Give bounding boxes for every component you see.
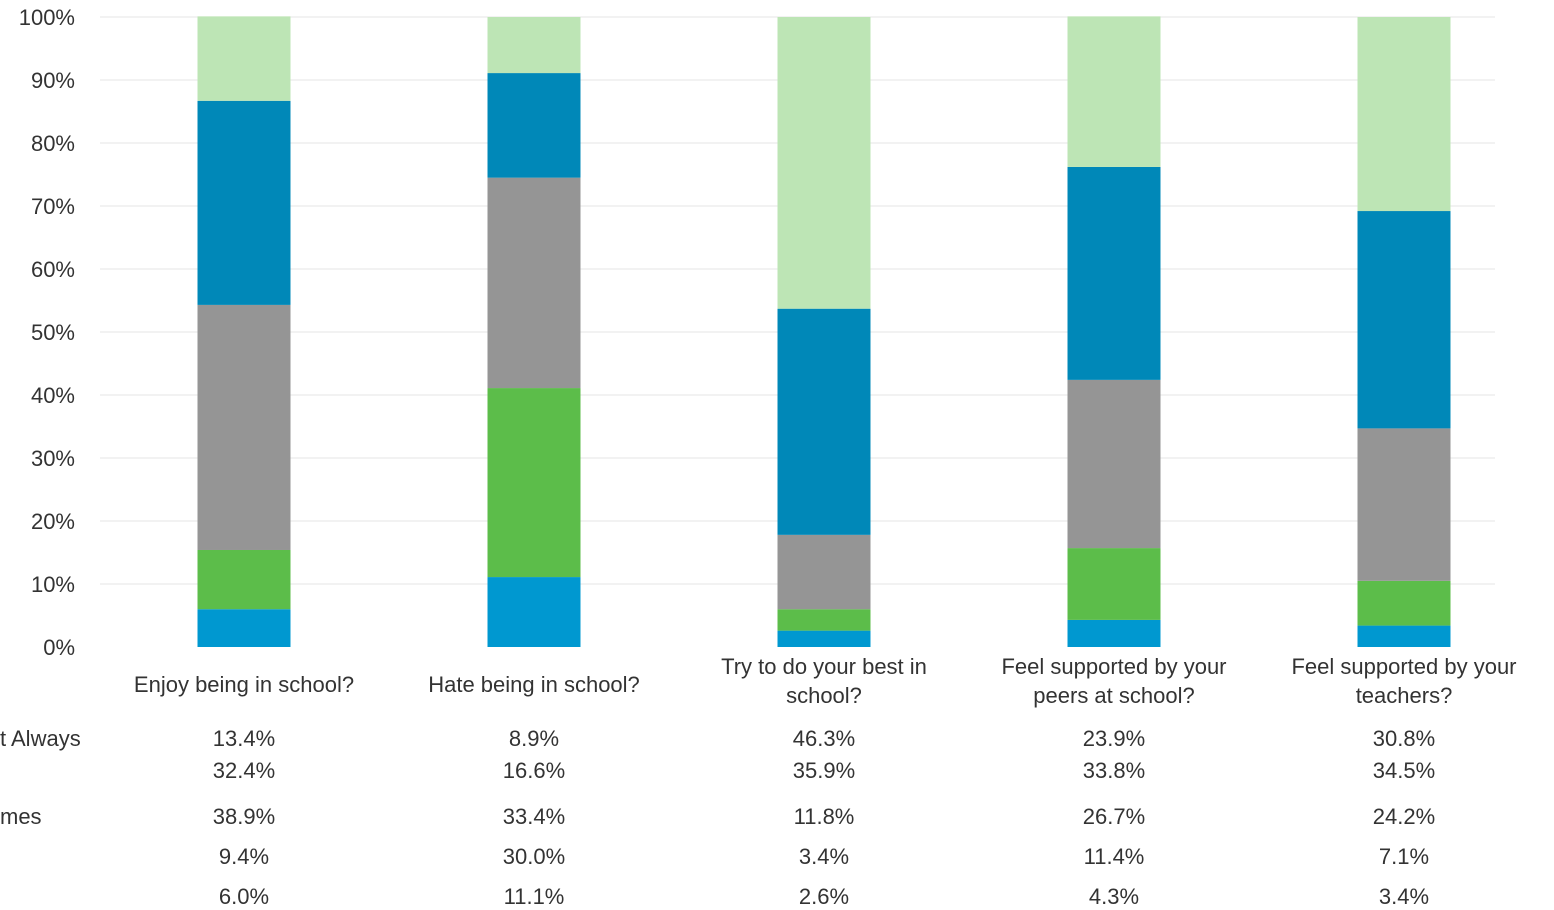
y-tick-label: 40% <box>31 383 75 408</box>
data-label: 11.4% <box>1084 844 1145 869</box>
bar-segment <box>1357 580 1451 626</box>
bar-segment <box>1067 548 1161 620</box>
category-label: school? <box>786 683 862 708</box>
data-label: 9.4% <box>219 844 269 869</box>
y-tick-label: 50% <box>31 320 75 345</box>
bar-segment <box>487 17 581 74</box>
data-label: 3.4% <box>799 844 849 869</box>
data-label: 38.9% <box>213 804 275 829</box>
bar-segment <box>777 308 871 535</box>
bar-segment <box>487 577 581 647</box>
y-axis-ticks: 0% 10% 20% 30% 40% 50% 60% 70% 80% 90% 100% <box>19 5 75 660</box>
bars <box>197 16 1451 647</box>
bar-segment <box>1357 625 1451 647</box>
data-label: 33.8% <box>1083 758 1145 783</box>
data-label: 2.6% <box>799 884 849 909</box>
data-label: 30.0% <box>503 844 565 869</box>
y-tick-label: 90% <box>31 68 75 93</box>
data-label: 6.0% <box>219 884 269 909</box>
bar-segment <box>777 17 871 309</box>
bar-segment <box>1067 16 1161 167</box>
data-label: 35.9% <box>793 758 855 783</box>
bar-segment <box>487 177 581 389</box>
category-label: Feel supported by your <box>1291 654 1516 679</box>
bar-segment <box>1357 211 1451 429</box>
data-label: 16.6% <box>503 758 565 783</box>
data-label: 4.3% <box>1089 884 1139 909</box>
category-label: Try to do your best in <box>721 654 927 679</box>
bar-segment <box>197 100 291 305</box>
data-label: 24.2% <box>1373 804 1435 829</box>
category-label: Enjoy being in school? <box>134 672 354 697</box>
bar-segment <box>777 534 871 610</box>
bar-segment <box>197 549 291 610</box>
category-label: Hate being in school? <box>428 672 640 697</box>
bar-segment <box>1357 17 1451 212</box>
y-tick-label: 30% <box>31 446 75 471</box>
bar-segment <box>777 630 871 647</box>
data-label: 8.9% <box>509 726 559 751</box>
data-table: t Always 13.4% 8.9% 46.3% 23.9% 30.8% 32.4% 16.… <box>0 726 1435 909</box>
table-row-label: t Always <box>0 726 81 751</box>
y-tick-label: 80% <box>31 131 75 156</box>
data-label: 32.4% <box>213 758 275 783</box>
bar-segment <box>197 16 291 101</box>
data-label: 11.1% <box>504 884 565 909</box>
bar-segment <box>1357 428 1451 581</box>
data-label: 7.1% <box>1379 844 1429 869</box>
table-row-label: mes <box>0 804 42 829</box>
bar-segment <box>487 73 581 178</box>
category-label: peers at school? <box>1033 683 1194 708</box>
y-tick-label: 60% <box>31 257 75 282</box>
bar-segment <box>487 388 581 578</box>
bar-segment <box>1067 166 1161 380</box>
y-tick-label: 70% <box>31 194 75 219</box>
data-label: 26.7% <box>1083 804 1145 829</box>
category-label: teachers? <box>1356 683 1453 708</box>
y-tick-label: 10% <box>31 572 75 597</box>
bar-segment <box>777 609 871 631</box>
data-label: 33.4% <box>503 804 565 829</box>
y-tick-label: 20% <box>31 509 75 534</box>
category-labels: Enjoy being in school? Hate being in scho… <box>134 654 1517 708</box>
data-label: 46.3% <box>793 726 855 751</box>
bar-segment <box>197 609 291 647</box>
data-label: 34.5% <box>1373 758 1435 783</box>
bar-segment <box>1067 619 1161 647</box>
y-tick-label: 0% <box>43 635 75 660</box>
data-label: 13.4% <box>213 726 275 751</box>
data-label: 11.8% <box>794 804 855 829</box>
data-label: 3.4% <box>1379 884 1429 909</box>
data-label: 23.9% <box>1083 726 1145 751</box>
bar-segment <box>1067 379 1161 549</box>
data-label: 30.8% <box>1373 726 1435 751</box>
y-tick-label: 100% <box>19 5 75 30</box>
bar-segment <box>197 304 291 550</box>
category-label: Feel supported by your <box>1001 654 1226 679</box>
